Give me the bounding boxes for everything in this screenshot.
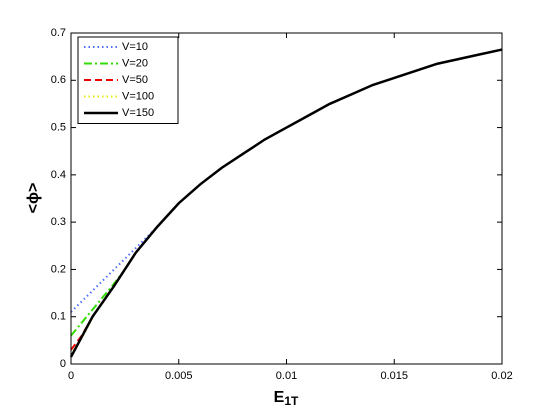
x-tick-label: 0.005 <box>165 370 193 382</box>
y-tick-label: 0.2 <box>51 263 66 275</box>
legend-label: V=100 <box>122 90 154 102</box>
legend-box <box>77 36 179 124</box>
axes-box <box>70 32 503 365</box>
x-tick-label: 0 <box>68 370 74 382</box>
x-label-main: E <box>274 389 285 406</box>
y-tick-label: 0.5 <box>51 121 66 133</box>
y-tick-label: 0.3 <box>51 216 66 228</box>
y-tick-label: 0 <box>60 358 66 370</box>
x-tick-label: 0.01 <box>276 370 297 382</box>
legend-label: V=10 <box>122 41 148 53</box>
y-tick-label: 0.4 <box>51 169 66 181</box>
legend-label: V=50 <box>122 74 148 86</box>
data-line <box>69 48 503 358</box>
y-tick-label: 0.1 <box>51 311 66 323</box>
y-axis-label: <ϕ> <box>25 183 42 214</box>
x-label-sub: 1T <box>284 394 299 408</box>
y-tick-label: 0.7 <box>51 27 66 39</box>
legend-label: V=150 <box>122 107 154 119</box>
x-axis-label: E1T <box>274 389 299 408</box>
x-tick-label: 0.02 <box>491 370 512 382</box>
legend-label: V=20 <box>122 57 148 69</box>
y-tick-label: 0.6 <box>51 74 66 86</box>
x-tick-label: 0.015 <box>380 370 408 382</box>
